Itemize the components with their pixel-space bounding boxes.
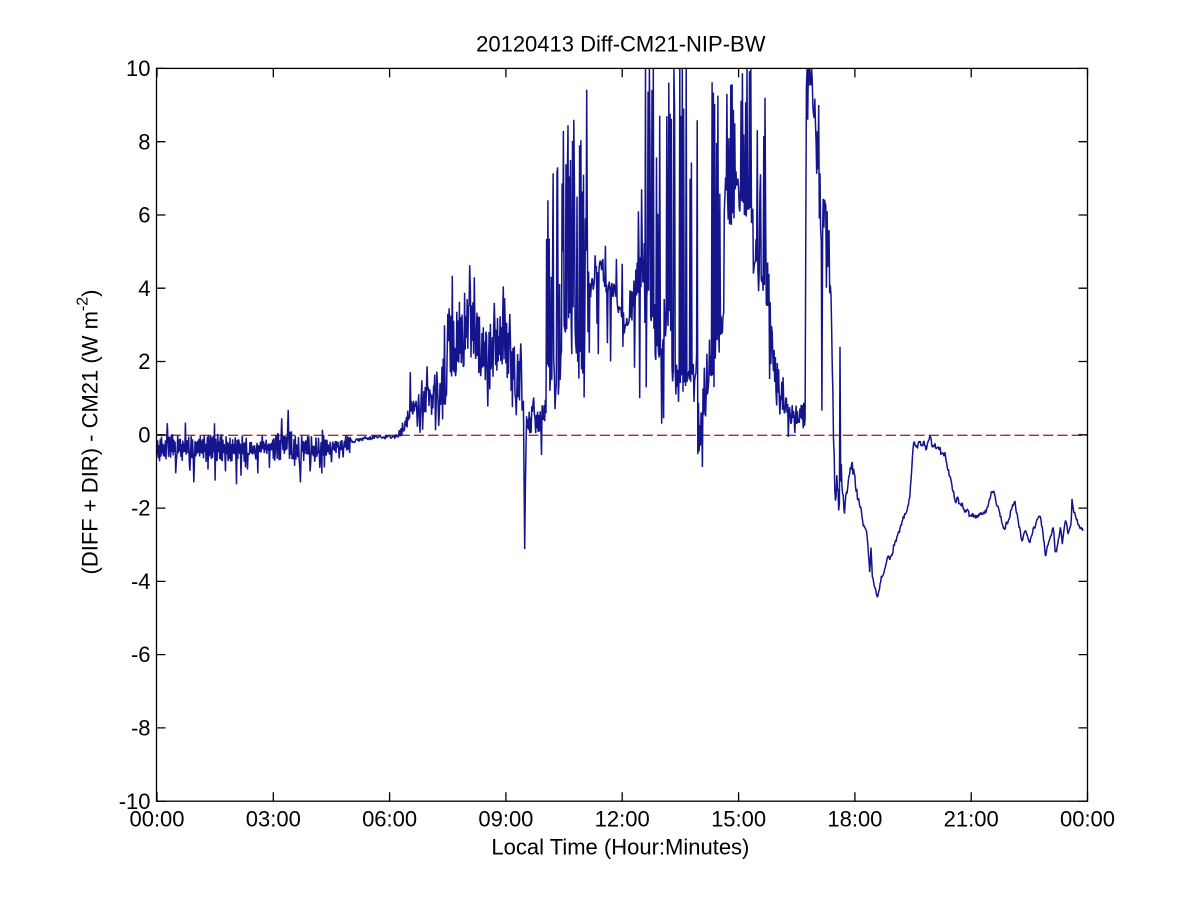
- svg-text:(DIFF + DIR) - CM21 (W m-2): (DIFF + DIR) - CM21 (W m-2): [75, 290, 103, 575]
- svg-text:10: 10: [126, 56, 150, 81]
- svg-text:00:00: 00:00: [1060, 807, 1115, 832]
- svg-text:15:00: 15:00: [711, 807, 766, 832]
- svg-text:21:00: 21:00: [944, 807, 999, 832]
- svg-text:-4: -4: [131, 569, 151, 594]
- svg-text:4: 4: [138, 276, 150, 301]
- svg-text:-8: -8: [131, 716, 151, 741]
- svg-text:Local Time (Hour:Minutes): Local Time (Hour:Minutes): [491, 835, 749, 860]
- svg-text:00:00: 00:00: [129, 807, 184, 832]
- svg-text:06:00: 06:00: [362, 807, 417, 832]
- svg-text:03:00: 03:00: [246, 807, 301, 832]
- svg-text:18:00: 18:00: [827, 807, 882, 832]
- svg-text:-6: -6: [131, 642, 151, 667]
- svg-text:09:00: 09:00: [478, 807, 533, 832]
- svg-text:-10: -10: [119, 789, 151, 814]
- svg-text:6: 6: [138, 203, 150, 228]
- svg-text:12:00: 12:00: [595, 807, 650, 832]
- svg-text:0: 0: [138, 422, 150, 447]
- svg-text:-2: -2: [131, 496, 151, 521]
- svg-text:20120413 Diff-CM21-NIP-BW: 20120413 Diff-CM21-NIP-BW: [476, 32, 766, 57]
- svg-text:8: 8: [138, 129, 150, 154]
- svg-text:2: 2: [138, 349, 150, 374]
